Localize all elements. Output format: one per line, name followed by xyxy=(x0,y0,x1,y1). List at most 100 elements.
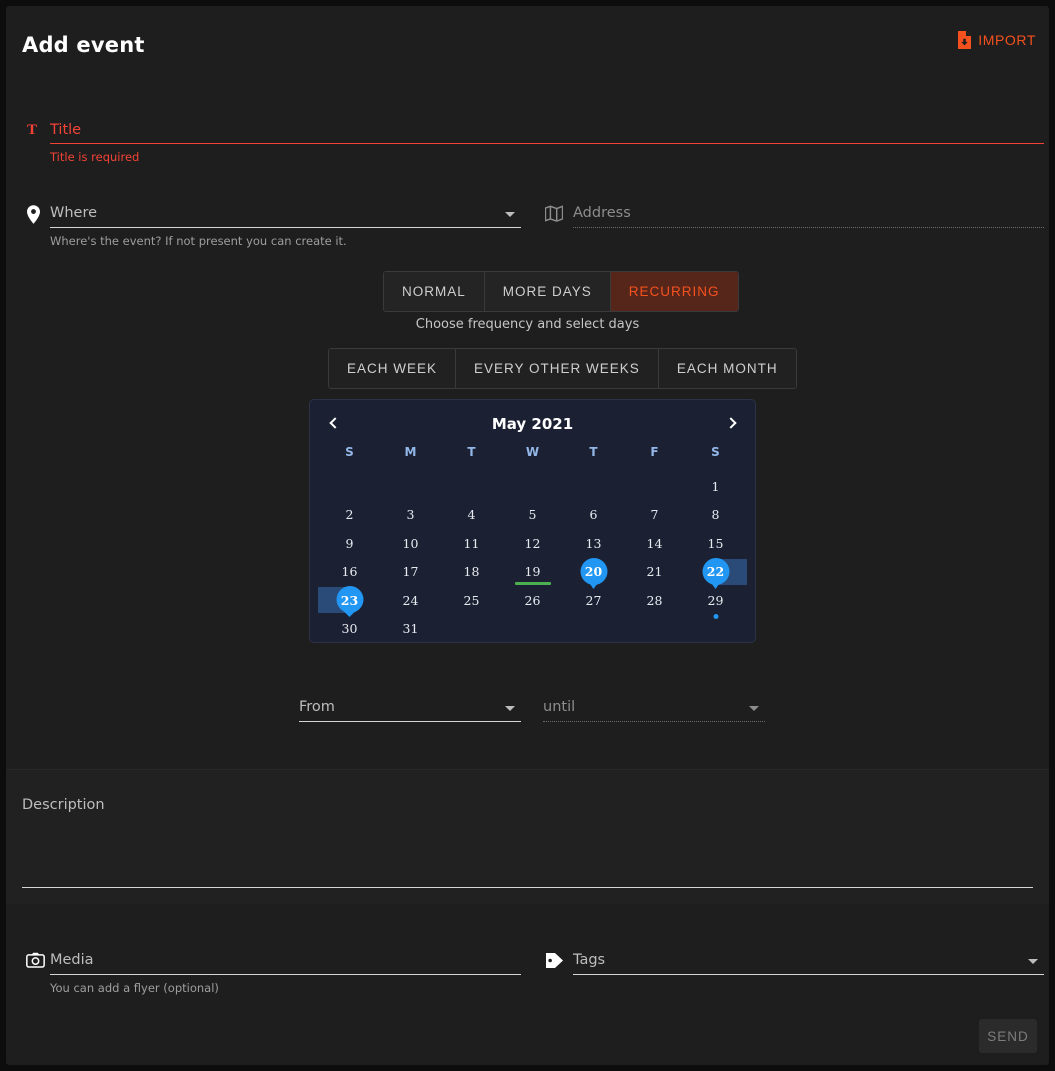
tab-normal[interactable]: NORMAL xyxy=(384,272,485,311)
where-hint: Where's the event? If not present you ca… xyxy=(50,234,347,248)
calendar-day-number: 28 xyxy=(646,592,663,608)
calendar-today-indicator xyxy=(514,582,551,585)
calendar-day-23[interactable]: 23 xyxy=(318,586,380,617)
title-error-message: Title is required xyxy=(50,150,140,164)
calendar-dow-3: W xyxy=(525,445,540,459)
calendar-day-number: 3 xyxy=(406,507,415,523)
title-field[interactable]: Title xyxy=(50,120,1044,142)
calendar-empty-cell xyxy=(563,472,624,501)
calendar-day-number: 5 xyxy=(528,507,537,523)
calendar-day-number: 21 xyxy=(646,564,663,580)
calendar-day-16[interactable]: 16 xyxy=(319,558,380,587)
calendar-day-11[interactable]: 11 xyxy=(441,529,502,558)
chevron-down-icon xyxy=(749,706,759,711)
calendar-day-9[interactable]: 9 xyxy=(319,529,380,558)
calendar-day-29[interactable]: 29 xyxy=(685,586,746,619)
calendar-empty-cell xyxy=(502,472,563,501)
calendar-day-19[interactable]: 19 xyxy=(502,558,563,587)
map-icon xyxy=(544,205,564,226)
calendar-day-number: 19 xyxy=(524,564,541,580)
media-underline xyxy=(50,974,521,975)
calendar-day-7[interactable]: 7 xyxy=(624,501,685,530)
import-button[interactable]: IMPORT xyxy=(957,31,1036,49)
calendar-event-dot xyxy=(713,613,718,619)
calendar-selected-marker xyxy=(336,586,363,617)
calendar-day-number: 31 xyxy=(402,621,419,637)
freq-every-other-weeks[interactable]: EVERY OTHER WEEKS xyxy=(456,349,659,388)
calendar-day-number: 24 xyxy=(402,592,419,608)
header: Add event IMPORT xyxy=(6,6,1049,88)
calendar-day-6[interactable]: 6 xyxy=(563,501,624,530)
location-pin-icon xyxy=(27,205,40,228)
tab-more-days[interactable]: MORE DAYS xyxy=(484,272,611,311)
calendar-day-26[interactable]: 26 xyxy=(502,586,563,615)
calendar-day-30[interactable]: 30 xyxy=(319,615,380,644)
marker-bubble xyxy=(580,557,607,585)
marker-tail xyxy=(710,581,721,589)
description-section[interactable]: Description xyxy=(6,769,1049,904)
tag-icon xyxy=(545,952,564,973)
calendar-day-number: 25 xyxy=(463,592,480,608)
media-input[interactable]: Media xyxy=(50,951,521,975)
calendar-day-13[interactable]: 13 xyxy=(563,529,624,558)
calendar-day-5[interactable]: 5 xyxy=(502,501,563,530)
calendar-day-number: 7 xyxy=(650,507,659,523)
mode-tabs-hint: Choose frequency and select days xyxy=(415,317,640,332)
from-label: From xyxy=(299,699,335,715)
calendar-day-24[interactable]: 24 xyxy=(380,586,441,615)
freq-each-week[interactable]: EACH WEEK xyxy=(329,349,457,388)
calendar-day-number: 9 xyxy=(345,535,354,551)
calendar-day-12[interactable]: 12 xyxy=(502,529,563,558)
from-select[interactable]: From xyxy=(299,698,521,722)
calendar-day-1[interactable]: 1 xyxy=(685,472,746,501)
send-button[interactable]: SEND xyxy=(979,1019,1037,1053)
calendar-day-8[interactable]: 8 xyxy=(685,501,746,530)
freq-each-month[interactable]: EACH MONTH xyxy=(658,349,796,388)
until-select[interactable]: until xyxy=(543,698,765,722)
calendar-day-28[interactable]: 28 xyxy=(624,586,685,615)
calendar-day-4[interactable]: 4 xyxy=(441,501,502,530)
tab-recurring[interactable]: RECURRING xyxy=(610,272,738,311)
chevron-down-icon xyxy=(1028,959,1038,964)
address-input[interactable]: Address xyxy=(573,204,1044,228)
where-underline xyxy=(50,227,521,228)
section-divider-top xyxy=(6,769,1049,770)
where-select[interactable]: Where xyxy=(50,204,521,228)
calendar-day-10[interactable]: 10 xyxy=(380,529,441,558)
import-label: IMPORT xyxy=(978,32,1036,48)
calendar-dow-0: S xyxy=(345,445,354,459)
until-label: until xyxy=(543,699,576,715)
calendar-day-25[interactable]: 25 xyxy=(441,586,502,615)
calendar-day-15[interactable]: 15 xyxy=(685,529,746,558)
calendar-dow-2: T xyxy=(467,445,476,459)
description-label: Description xyxy=(22,797,105,813)
calendar-day-21[interactable]: 21 xyxy=(624,558,685,587)
calendar-day-31[interactable]: 31 xyxy=(380,615,441,644)
chevron-down-icon xyxy=(505,212,515,217)
address-underline xyxy=(573,227,1044,228)
calendar-day-number: 22 xyxy=(706,564,725,580)
calendar-day-number: 16 xyxy=(341,564,358,580)
calendar-day-22[interactable]: 22 xyxy=(685,557,747,589)
title-label: Title xyxy=(50,122,82,138)
calendar-day-number: 23 xyxy=(340,592,359,608)
chevron-down-icon xyxy=(505,706,515,711)
calendar-day-2[interactable]: 2 xyxy=(319,501,380,530)
calendar-day-number: 17 xyxy=(402,564,419,580)
add-event-card: Add event IMPORT T Title Title is requir… xyxy=(6,6,1049,1065)
calendar-day-3[interactable]: 3 xyxy=(380,501,441,530)
calendar-dow-6: S xyxy=(711,445,720,459)
event-mode-tabs: NORMAL MORE DAYS RECURRING xyxy=(383,271,739,312)
calendar-day-14[interactable]: 14 xyxy=(624,529,685,558)
calendar-next-button[interactable] xyxy=(719,410,745,436)
tags-select[interactable]: Tags xyxy=(573,951,1044,975)
calendar-day-27[interactable]: 27 xyxy=(563,586,624,615)
calendar-day-17[interactable]: 17 xyxy=(380,558,441,587)
frequency-tabs: EACH WEEK EVERY OTHER WEEKS EACH MONTH xyxy=(328,348,797,389)
marker-bubble xyxy=(702,557,729,585)
calendar-day-20[interactable]: 20 xyxy=(563,557,624,589)
address-label: Address xyxy=(573,205,631,221)
calendar-day-18[interactable]: 18 xyxy=(441,558,502,587)
